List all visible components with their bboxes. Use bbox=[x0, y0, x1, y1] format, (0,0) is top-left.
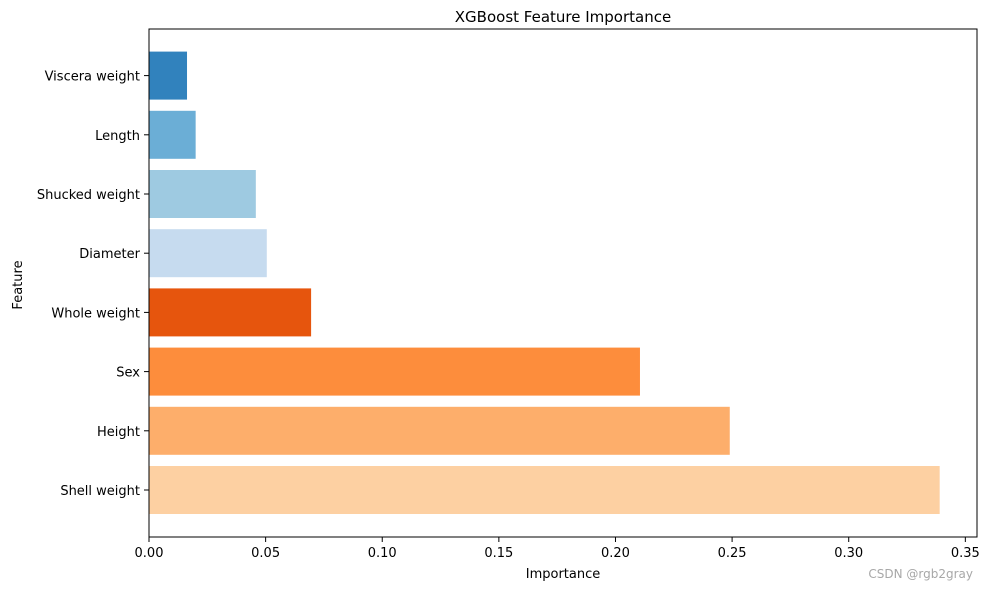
plot-frame bbox=[148, 28, 978, 538]
bar-diameter bbox=[149, 229, 267, 278]
watermark: CSDN @rgb2gray bbox=[868, 567, 973, 581]
y-axis-ticks: Shell weight Height Sex Whole weight Diamete… bbox=[37, 70, 149, 499]
y-tick-label: Shell weight bbox=[60, 484, 140, 499]
bar-viscera-weight bbox=[149, 51, 188, 100]
x-tick-label: 0.30 bbox=[834, 546, 863, 561]
bars-group bbox=[149, 51, 940, 514]
bar-shell-weight bbox=[149, 466, 940, 514]
x-tick-label: 0.15 bbox=[484, 546, 513, 561]
x-tick-label: 0.05 bbox=[251, 546, 280, 561]
chart-title: XGBoost Feature Importance bbox=[455, 8, 671, 26]
x-tick-label: 0.20 bbox=[601, 546, 630, 561]
y-tick-label: Height bbox=[97, 425, 140, 440]
x-axis-ticks: 0.00 0.05 0.10 0.15 0.20 0.25 0.30 0.35 bbox=[135, 537, 980, 561]
bar-length bbox=[149, 110, 196, 159]
y-axis-label: Feature bbox=[11, 260, 26, 309]
bar-shucked-weight bbox=[149, 170, 256, 218]
y-tick-label: Sex bbox=[116, 366, 140, 381]
y-tick-label: Shucked weight bbox=[37, 188, 140, 203]
y-tick-label: Viscera weight bbox=[45, 70, 140, 85]
y-tick-label: Whole weight bbox=[51, 306, 140, 321]
x-tick-label: 0.35 bbox=[951, 546, 980, 561]
x-tick-label: 0.25 bbox=[718, 546, 747, 561]
x-tick-label: 0.10 bbox=[368, 546, 397, 561]
x-axis-label: Importance bbox=[526, 567, 601, 582]
bar-sex bbox=[149, 347, 640, 396]
bar-whole-weight bbox=[149, 288, 312, 337]
bar-height bbox=[149, 406, 730, 455]
x-tick-label: 0.00 bbox=[135, 546, 164, 561]
y-tick-label: Diameter bbox=[79, 247, 140, 262]
y-tick-label: Length bbox=[95, 129, 140, 144]
